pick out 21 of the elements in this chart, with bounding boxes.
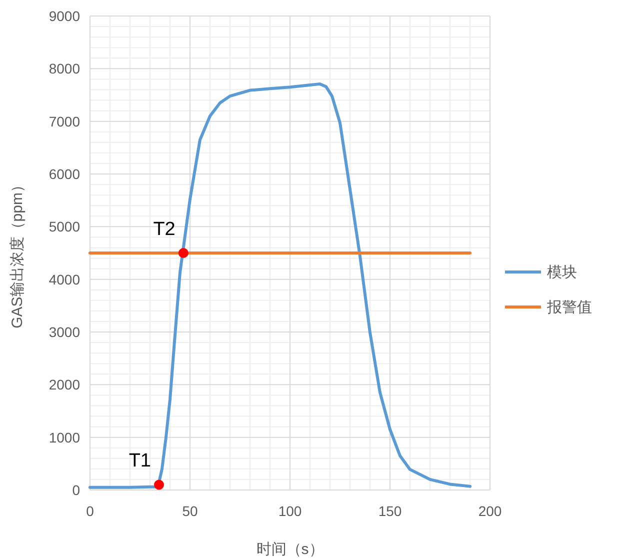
x-tick-label: 200 [478,503,502,519]
y-tick-label: 2000 [48,376,80,393]
y-axis-title: GAS输出浓度（ppm） [9,178,26,328]
legend-label: 报警值 [546,299,592,316]
x-tick-label: 0 [86,503,94,519]
x-tick-label: 150 [378,503,402,519]
annotation: T2 [153,219,176,240]
x-tick-label: 50 [182,503,198,519]
y-tick-label: 1000 [48,429,80,446]
y-tick-label: 6000 [48,166,80,182]
y-tick-label: 9000 [48,8,80,24]
annotation: T1 [128,450,151,472]
y-tick-label: 3000 [48,324,80,340]
y-tick-label: 7000 [48,113,80,130]
y-tick-label: 8000 [48,60,80,77]
y-tick-label: 4000 [48,271,80,288]
x-axis-title: 时间（s） [256,541,324,558]
legend-label: 模块 [547,264,577,281]
y-tick-label: 5000 [48,218,80,235]
x-tick-label: 100 [278,503,302,519]
y-tick-label: 0 [72,482,80,498]
